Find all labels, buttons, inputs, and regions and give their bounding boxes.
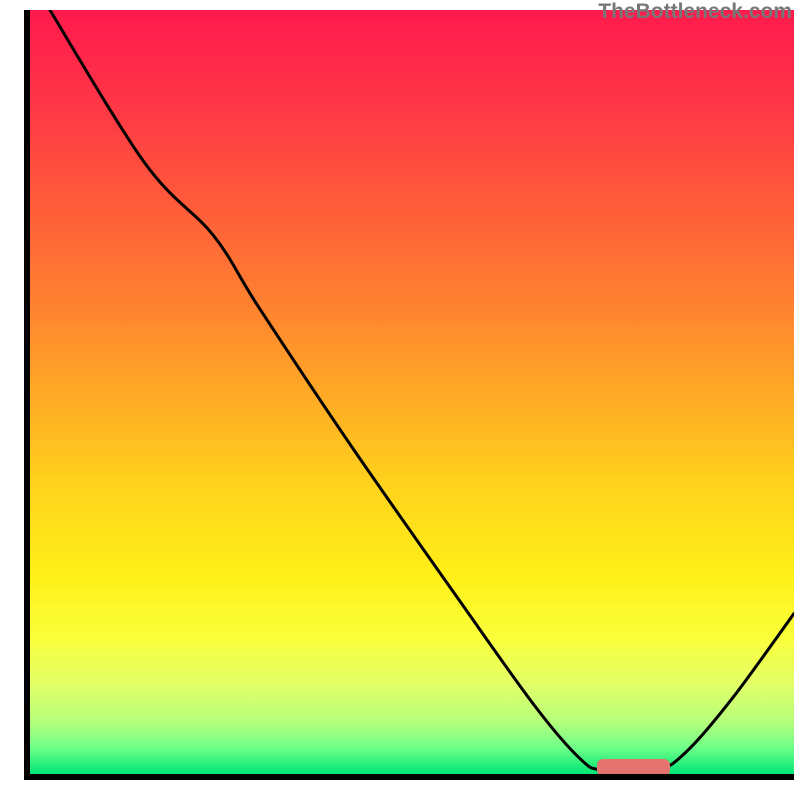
x-axis — [24, 774, 794, 780]
watermark-text: TheBottleneck.com — [598, 0, 792, 24]
y-axis — [24, 10, 30, 780]
curve-path — [45, 10, 794, 772]
bottleneck-curve — [30, 10, 794, 774]
chart-canvas: TheBottleneck.com — [0, 0, 800, 800]
plot-area — [30, 10, 794, 774]
